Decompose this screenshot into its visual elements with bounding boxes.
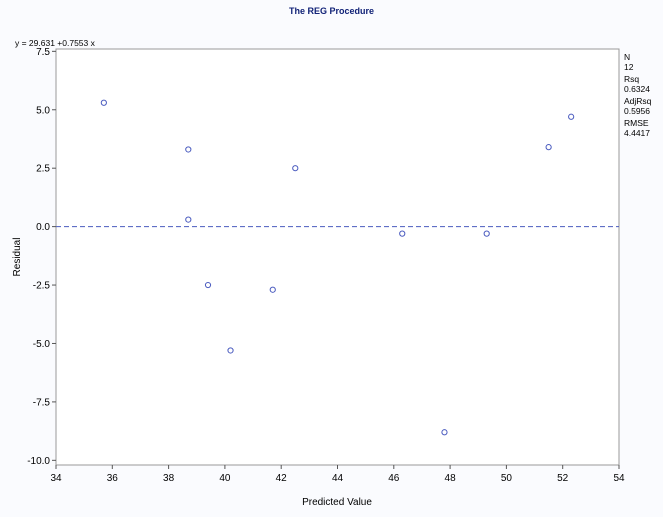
x-tick-label: 42 — [276, 473, 288, 484]
x-tick-label: 36 — [107, 473, 119, 484]
data-point — [100, 99, 107, 106]
y-tick-label: -10.0 — [27, 456, 50, 467]
y-tick-label: 5.0 — [36, 105, 50, 116]
residual-points — [100, 99, 575, 436]
stat-value: 4.4417 — [624, 127, 650, 138]
data-point — [399, 230, 406, 237]
x-axis: 34 36 38 40 42 44 46 48 50 52 54 — [50, 465, 625, 484]
data-point — [185, 146, 192, 153]
plot-area — [55, 48, 620, 466]
stat-rmse: RMSE 4.4417 — [624, 118, 651, 138]
stat-value: 12 — [624, 61, 634, 72]
x-tick-label: 48 — [445, 473, 457, 484]
data-point — [441, 429, 448, 436]
stat-rsq: Rsq 0.6324 — [624, 74, 651, 94]
x-tick-label: 38 — [163, 473, 175, 484]
data-point — [185, 216, 192, 223]
x-tick-label: 50 — [501, 473, 513, 484]
x-tick-label: 54 — [613, 473, 625, 484]
stat-value: 0.5956 — [624, 105, 650, 116]
data-point — [227, 347, 234, 354]
y-tick-label: 7.5 — [36, 47, 50, 58]
data-point — [568, 113, 575, 120]
x-tick-label: 52 — [557, 473, 569, 484]
stat-label: N — [624, 52, 631, 62]
stat-label: RMSE — [624, 118, 649, 128]
y-tick-label: -5.0 — [33, 339, 51, 350]
regression-equation: y = 29.631 +0.7553 x — [15, 38, 95, 48]
y-tick-label: -2.5 — [33, 281, 51, 292]
stat-label: Rsq — [624, 74, 640, 84]
y-tick-label: 2.5 — [36, 164, 50, 175]
fit-statistics-inset: N 12 Rsq 0.6324 AdjRsq 0.5956 RMSE 4.441… — [624, 52, 652, 141]
y-tick-label: 0.0 — [36, 222, 50, 233]
data-point — [292, 165, 299, 172]
y-tick-label: -7.5 — [33, 397, 51, 408]
stat-adjrsq: AdjRsq 0.5956 — [624, 96, 652, 116]
x-tick-label: 40 — [219, 473, 231, 484]
x-axis-label: Predicted Value — [302, 497, 372, 508]
y-axis: 7.5 5.0 2.5 0.0 -2.5 -5.0 -7.5 -10.0 — [27, 47, 56, 467]
x-tick-label: 34 — [50, 473, 62, 484]
x-tick-label: 46 — [388, 473, 400, 484]
data-point — [269, 286, 276, 293]
page-title: The REG Procedure — [288, 6, 375, 16]
stat-value: 0.6324 — [624, 83, 650, 94]
y-axis-label: Residual — [12, 238, 23, 277]
data-point — [545, 144, 552, 151]
data-point — [483, 230, 490, 237]
stat-label: AdjRsq — [624, 96, 652, 106]
x-tick-label: 44 — [332, 473, 344, 484]
stat-n: N 12 — [624, 52, 651, 72]
data-point — [204, 281, 212, 289]
